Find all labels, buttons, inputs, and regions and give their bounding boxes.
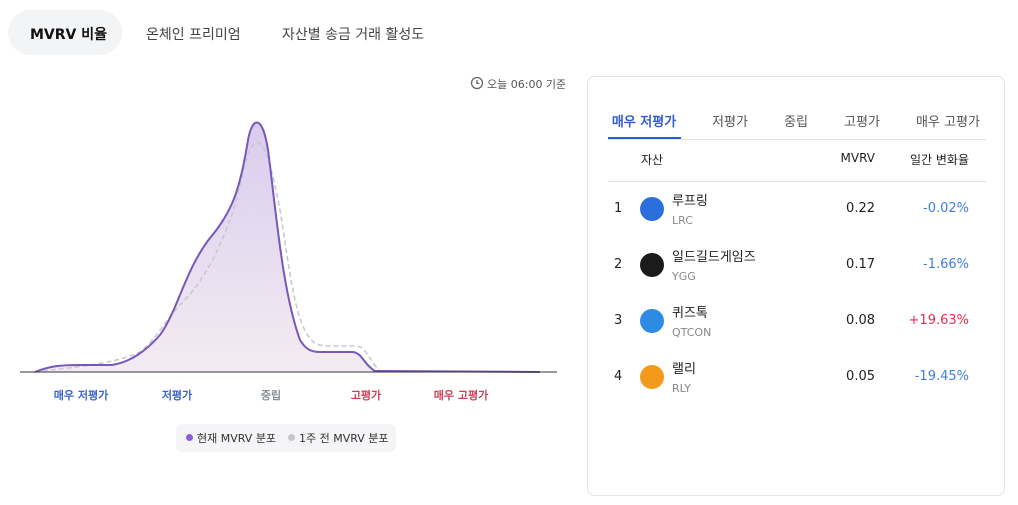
tab[interactable]: 자산별 송금 거래 활성도 [282, 27, 425, 43]
asset-icon [640, 309, 664, 333]
legend [176, 424, 396, 452]
clock-icon [470, 76, 484, 90]
legend-dot [288, 434, 295, 441]
asset-ticker: YGG [672, 270, 696, 283]
panel-tab[interactable]: 고평가 [844, 115, 880, 130]
category-label: 저평가 [161, 389, 193, 402]
category-label: 중립 [260, 389, 282, 402]
change: -1.66% [923, 257, 969, 272]
mvrv: 0.05 [846, 369, 875, 384]
col-header: MVRV [840, 151, 875, 165]
asset-ticker: RLY [672, 382, 692, 395]
col-header: 일간 변화율 [909, 153, 969, 167]
legend-label: 현재 MVRV 분포 [197, 432, 277, 445]
tab[interactable]: MVRV 비율 [30, 27, 108, 43]
asset-ticker: LRC [672, 214, 693, 227]
tab[interactable]: 온체인 프리미엄 [146, 27, 241, 43]
tab-active-bg [8, 10, 122, 55]
timestamp: 오늘 06:00 기준 [487, 78, 567, 91]
panel-tab[interactable]: 중립 [784, 115, 808, 130]
asset-icon [640, 253, 664, 277]
change: -19.45% [914, 369, 969, 384]
panel-tab[interactable]: 매우 저평가 [611, 115, 677, 130]
rank: 1 [614, 201, 623, 216]
current-curve [34, 121, 541, 373]
change: -0.02% [923, 201, 969, 216]
col-header: 자산 [641, 153, 664, 167]
asset-icon [640, 365, 664, 389]
panel-tab[interactable]: 저평가 [712, 115, 748, 130]
legend-dot [186, 434, 193, 441]
rank: 4 [614, 369, 623, 384]
divider [608, 139, 986, 140]
asset-ticker: QTCON [672, 326, 712, 339]
mvrv: 0.08 [846, 313, 875, 328]
panel [587, 76, 1005, 496]
tab-underline [608, 137, 681, 139]
category-label: 매우 저평가 [53, 389, 109, 402]
legend-label: 1주 전 MVRV 분포 [299, 432, 389, 445]
mvrv: 0.22 [846, 201, 875, 216]
distribution-chart [20, 121, 557, 373]
asset-name: 루프링 [672, 194, 708, 209]
asset-icon [640, 197, 664, 221]
asset-name: 일드길드게임즈 [672, 250, 756, 265]
panel-tab[interactable]: 매우 고평가 [916, 115, 980, 130]
mvrv: 0.17 [846, 257, 875, 272]
asset-name: 퀴즈톡 [672, 306, 708, 321]
category-label: 고평가 [350, 389, 382, 402]
rank: 3 [614, 313, 623, 328]
divider [608, 181, 986, 182]
previous-curve [34, 141, 381, 373]
category-label: 매우 고평가 [433, 389, 489, 402]
current-area [35, 122, 540, 372]
asset-name: 랠리 [672, 362, 696, 377]
rank: 2 [614, 257, 623, 272]
change: +19.63% [908, 313, 969, 328]
